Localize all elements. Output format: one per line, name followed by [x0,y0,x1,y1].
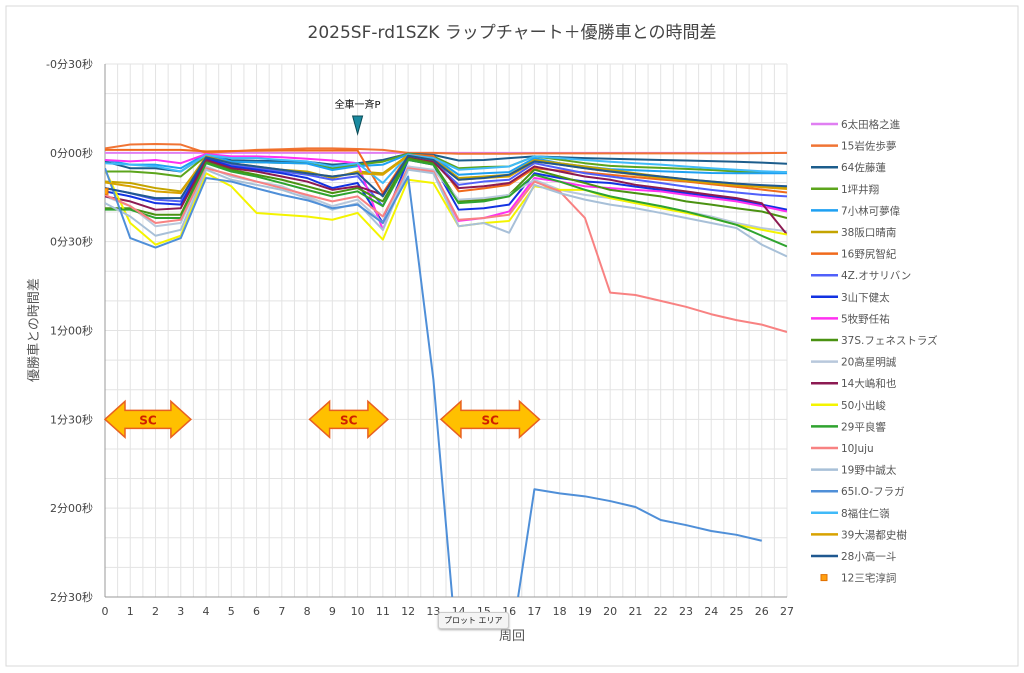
y-tick-label: 0分00秒 [50,146,93,160]
y-tick-label: 2分30秒 [50,590,93,604]
x-tick-label: 17 [527,605,541,618]
series-line [105,153,787,185]
series-line [105,168,787,258]
legend-label: 8福住仁嶺 [841,507,890,520]
series-line [105,157,787,225]
x-tick-label: 20 [603,605,617,618]
legend-label: 1坪井翔 [841,183,879,196]
x-tick-label: 12 [401,605,415,618]
legend-label: 29平良響 [841,420,886,433]
y-tick-label: 1分00秒 [50,324,93,338]
legend-label: 12三宅淳詞 [841,572,896,585]
legend-label: 28小高一斗 [841,550,896,563]
series-line [105,167,787,333]
series-line [105,153,787,176]
y-axis-label: 優勝車との時間差 [27,278,42,382]
series-line [105,154,787,200]
legend-label: 16野尻智紀 [841,248,897,261]
sc-label: SC [481,413,499,427]
series-line [105,167,762,597]
chart-title: 2025SF-rd1SZK ラップチャート＋優勝車との時間差 [308,23,717,43]
legend-label: 39大湯都史樹 [841,528,907,541]
x-tick-label: 2 [152,605,159,618]
legend-label: 64佐藤蓮 [841,161,886,174]
y-tick-label: 0分30秒 [50,235,93,249]
legend-label: 19野中誠太 [841,464,897,477]
legend-label: 38阪口晴南 [841,226,896,239]
legend-label: 15岩佐歩夢 [841,140,896,153]
y-tick-label: -0分30秒 [46,57,93,71]
sc-label: SC [340,413,358,427]
pit-annotation-label: 全車一斉P [335,98,381,111]
chart-frame [5,5,1019,667]
y-tick-label: 2分00秒 [50,501,93,515]
x-tick-label: 10 [351,605,365,618]
legend-label: 37S.フェネストラズ [841,334,938,347]
x-tick-label: 13 [426,605,440,618]
legend-label: 20高星明誠 [841,356,897,369]
x-tick-label: 3 [177,605,184,618]
x-tick-label: 4 [203,605,210,618]
x-tick-label: 0 [102,605,109,618]
x-tick-label: 24 [704,605,718,618]
x-tick-label: 21 [628,605,642,618]
series-line [105,155,787,236]
x-tick-label: 11 [376,605,390,618]
x-tick-label: 8 [304,605,311,618]
x-tick-label: 7 [278,605,285,618]
x-axis-label: 周回 [499,629,525,644]
legend-label: 7小林可夢偉 [841,204,901,217]
sc-label: SC [139,413,157,427]
x-tick-label: 26 [755,605,769,618]
plot-area-tooltip: プロット エリア [438,612,509,629]
sc-arrow-icon [439,399,541,440]
y-tick-label: 1分30秒 [50,412,93,426]
legend-label: 14大嶋和也 [841,377,896,390]
legend-label: 3山下健太 [841,291,890,304]
x-tick-label: 18 [553,605,567,618]
sc-arrow-icon [103,399,193,440]
x-tick-label: 5 [228,605,235,618]
x-tick-label: 9 [329,605,336,618]
x-tick-label: 22 [654,605,668,618]
sc-arrow-icon [308,399,390,440]
legend-label: 65I.O-フラガ [841,486,905,498]
legend-label: 50小出峻 [841,399,886,412]
legend-label: 4Z.オサリバン [841,270,911,282]
x-tick-label: 6 [253,605,260,618]
legend-label: 5牧野任祐 [841,312,890,325]
x-tick-label: 23 [679,605,693,618]
x-tick-label: 25 [729,605,743,618]
legend-label: 10Juju [841,443,874,455]
pit-marker-icon [351,115,364,136]
x-tick-label: 1 [127,605,134,618]
series-line [105,158,787,248]
x-tick-label: 19 [578,605,592,618]
x-tick-label: 27 [780,605,794,618]
data-point-marker [105,187,109,195]
legend-marker [820,574,828,582]
legend-label: 6太田格之進 [841,118,901,131]
